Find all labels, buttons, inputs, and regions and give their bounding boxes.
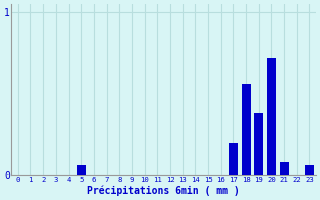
X-axis label: Précipitations 6min ( mm ): Précipitations 6min ( mm ) (87, 185, 240, 196)
Bar (229, 143, 238, 175)
Bar (77, 165, 86, 175)
Bar (280, 162, 289, 175)
Bar (267, 58, 276, 175)
Bar (305, 165, 314, 175)
Bar (242, 84, 251, 175)
Bar (254, 113, 263, 175)
